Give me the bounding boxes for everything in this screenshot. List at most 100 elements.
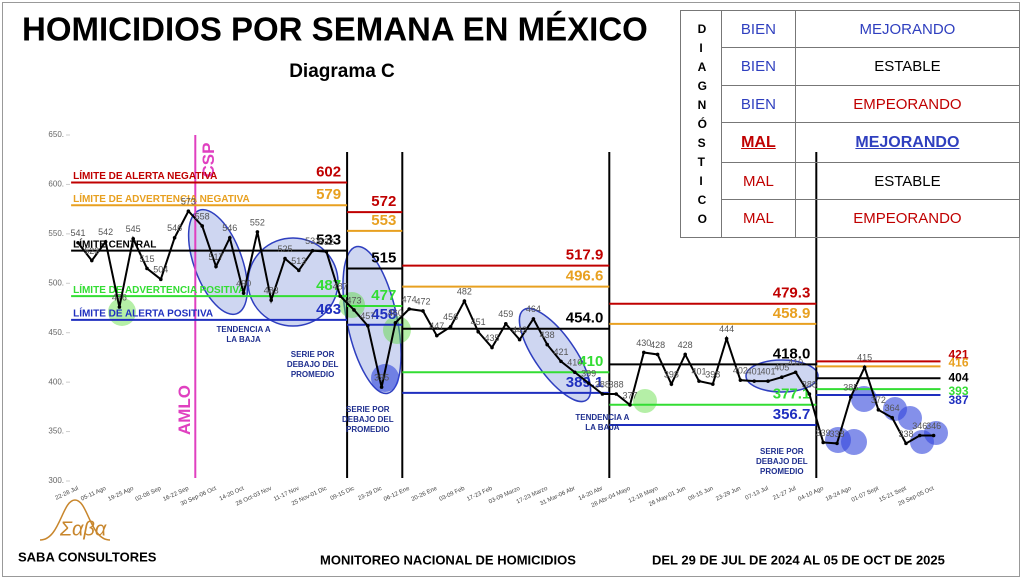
point	[448, 324, 453, 329]
data-label: 459	[498, 309, 513, 319]
data-label: 457	[360, 311, 375, 321]
point	[876, 408, 881, 412]
data-label: 460	[388, 308, 403, 318]
point	[241, 291, 246, 295]
diagnostic-row: MAL ESTABLE	[681, 161, 1021, 201]
data-label: 385	[843, 382, 858, 392]
point	[573, 370, 577, 375]
point	[669, 382, 674, 386]
data-label: 410	[567, 358, 582, 368]
data-label: 405	[774, 363, 789, 373]
logo-curve	[39, 499, 111, 541]
point	[766, 379, 770, 383]
point	[338, 294, 343, 298]
highlight-circle	[339, 292, 365, 318]
y-tick-label: 450.	[48, 328, 64, 337]
diagnostic-row: BIEN EMPEORANDO	[681, 84, 1021, 124]
data-label: 490	[236, 279, 251, 289]
annotation-line: LA BAJA	[585, 423, 620, 432]
data-label: 421	[553, 347, 568, 357]
point	[780, 375, 784, 380]
data-label: 517	[208, 252, 223, 262]
point	[738, 378, 743, 382]
point	[172, 236, 177, 240]
point	[918, 433, 922, 438]
x-tick-label: 09-15 Dic	[330, 486, 356, 502]
limit-value: 393	[949, 384, 969, 398]
annotation-line: DEBAJO DEL	[756, 457, 808, 466]
marker-label: CSP	[199, 143, 218, 178]
point	[90, 258, 94, 263]
data-label: 398	[664, 369, 679, 379]
diagnostic-row: MAL MEJORANDO	[681, 122, 1021, 163]
diagnostic-cell: MEJORANDO	[794, 122, 1021, 163]
limit-value: 572	[371, 193, 396, 210]
limit-value: 479.3	[773, 285, 811, 302]
data-label: 395	[374, 372, 389, 382]
annotation: TENDENCIA A LA BAJA	[217, 325, 271, 344]
diagnostic-cell: BIEN	[721, 9, 796, 49]
point	[600, 392, 605, 396]
diagnostic-cell: BIEN	[721, 47, 796, 86]
data-label: 388	[595, 379, 610, 389]
point	[352, 308, 356, 312]
data-label: 399	[581, 369, 596, 379]
point	[200, 224, 204, 228]
annotation-line: SERIE POR	[346, 405, 390, 414]
data-label: 546	[167, 223, 182, 233]
limit-value: 356.7	[773, 406, 811, 423]
y-tick-label: 400.	[48, 377, 64, 386]
point	[159, 277, 163, 282]
point	[586, 381, 591, 385]
limit-value: 410	[578, 353, 603, 370]
data-label: 487	[333, 282, 348, 292]
annotation-line: TENDENCIA A	[217, 325, 271, 334]
point	[793, 370, 798, 375]
data-label: 552	[250, 217, 265, 227]
limit-value: 463	[316, 301, 341, 318]
data-label: 364	[885, 403, 900, 413]
data-label: 558	[195, 211, 210, 221]
point	[517, 337, 522, 342]
data-label: 401	[747, 367, 762, 377]
data-label: 542	[98, 227, 113, 237]
x-tick-label: 06-12 Ene	[383, 486, 411, 503]
x-tick-label: 23-29 Jun	[715, 486, 742, 503]
diagnostic-cell: MAL	[721, 161, 796, 201]
chart-subtitle: Diagrama C	[289, 61, 395, 82]
data-label: 456	[443, 312, 458, 322]
data-label: 533	[305, 236, 320, 246]
limit-name: LÍMITE DE ALERTA NEGATIVA	[73, 169, 217, 182]
date-range: DEL 29 DE JUL DE 2024 AL 05 DE OCT DE 20…	[652, 552, 945, 567]
point	[476, 329, 481, 334]
data-label: 346	[912, 421, 927, 431]
annotation-line: SERIE POR	[760, 447, 804, 456]
point	[559, 359, 563, 364]
limit-value: 579	[316, 186, 341, 203]
data-label: 377	[622, 390, 637, 400]
annotation: SERIE POR DEBAJO DEL PROMEDIO	[342, 405, 394, 434]
point	[835, 441, 839, 446]
limit-value: 553	[371, 212, 396, 229]
diagnostic-body: DIAGNÓSTICO BIEN MEJORANDO BIEN ESTABLE BIEN E…	[680, 9, 1021, 238]
y-tick-label: 650.	[48, 130, 64, 139]
point	[504, 322, 508, 326]
data-label: 388	[802, 379, 817, 389]
data-label: 541	[70, 228, 85, 238]
point	[890, 415, 894, 420]
limit-value: 458	[371, 306, 396, 323]
point	[931, 433, 936, 438]
data-label: 443	[512, 325, 527, 335]
data-label: 515	[139, 254, 154, 264]
data-label: 428	[650, 340, 665, 350]
x-tick-label: 09-15 Jun	[688, 486, 715, 503]
point	[186, 209, 191, 213]
data-label: 474	[402, 294, 417, 304]
point	[490, 345, 494, 350]
annotation-line: LA BAJA	[226, 335, 261, 344]
highlight-circle	[383, 316, 411, 344]
data-label: 338	[898, 429, 913, 439]
data-label: 523	[84, 246, 99, 256]
limit-value: 377.1	[773, 386, 811, 403]
